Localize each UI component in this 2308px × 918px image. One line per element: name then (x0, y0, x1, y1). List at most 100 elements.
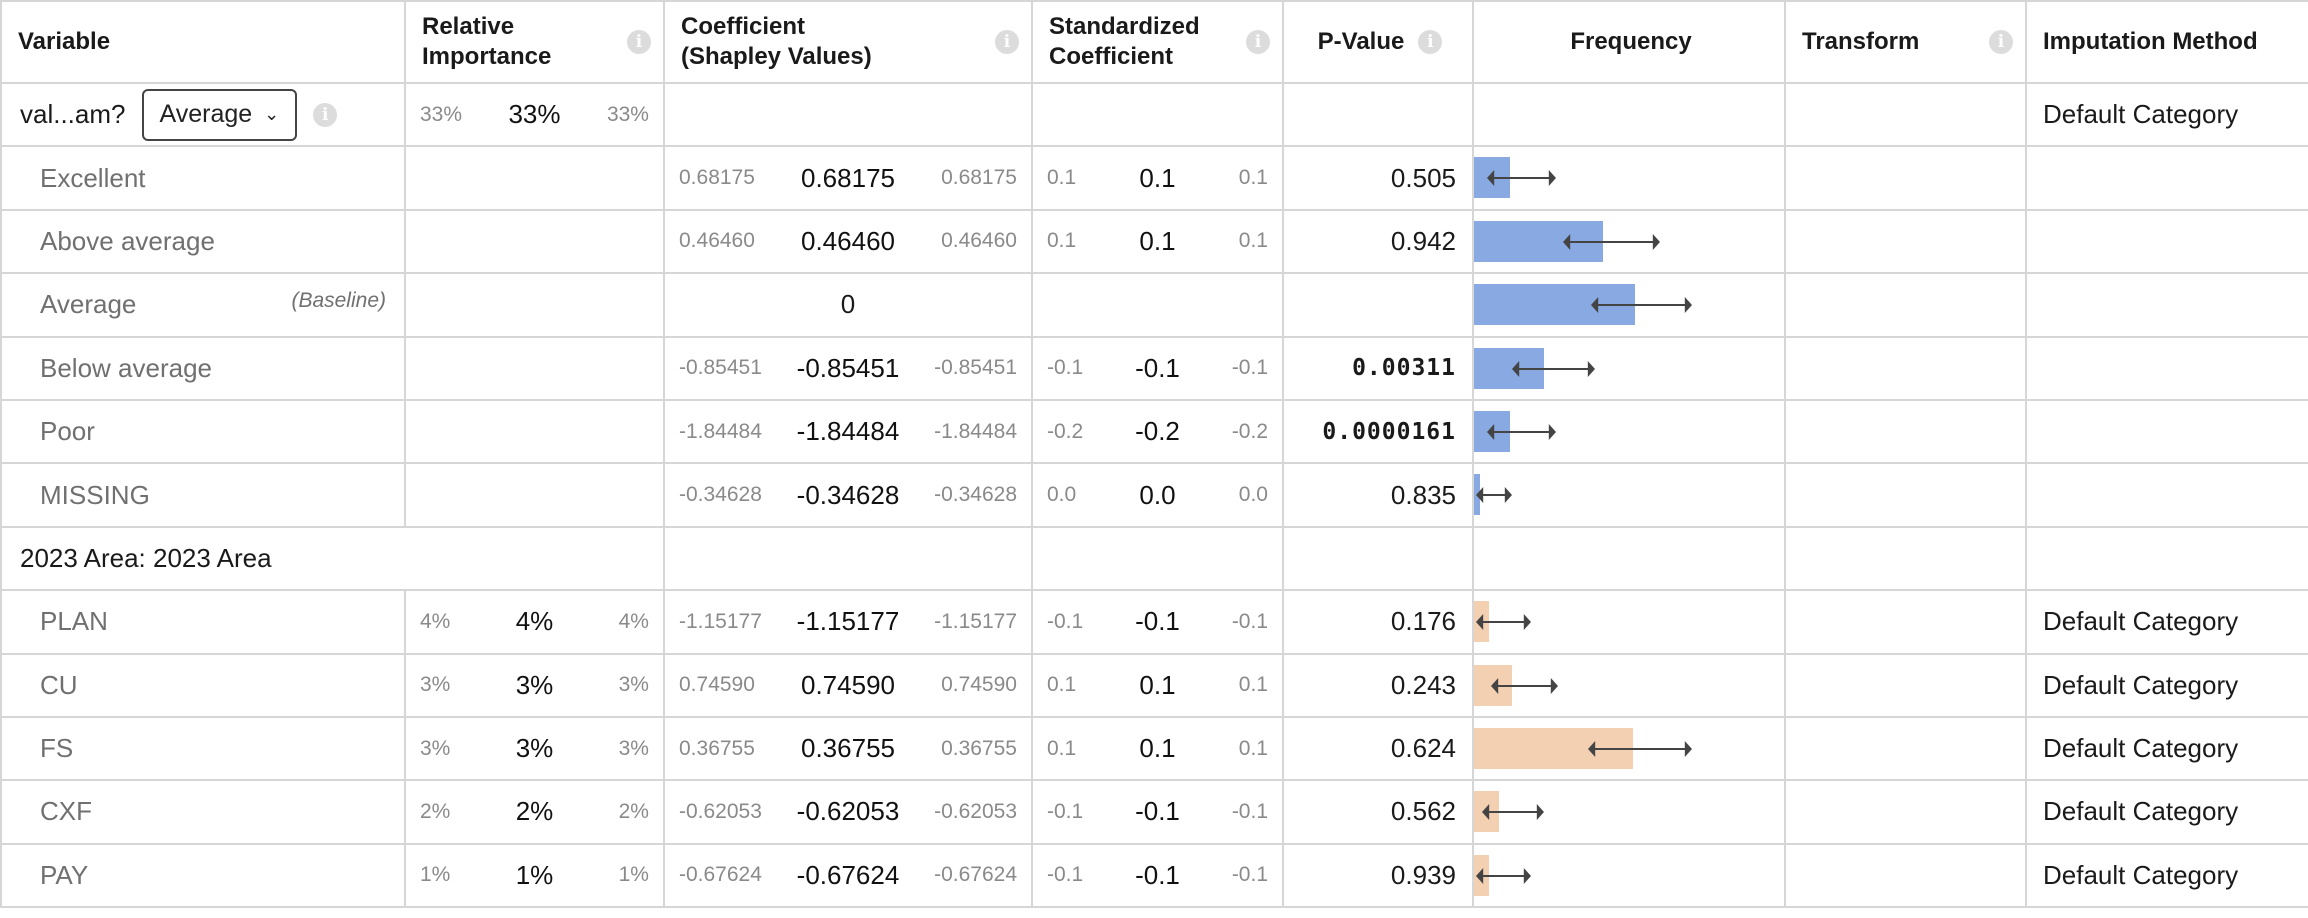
header-imputation[interactable]: Imputation Method (2025, 0, 2308, 84)
empty-cell (1784, 652, 2027, 718)
coefficient-low: 0.36755 (679, 736, 755, 760)
standardized-cell: -0.1 -0.1 -0.1 (1031, 589, 1284, 655)
imputation-method[interactable]: Default Category (2025, 779, 2308, 845)
importance-low: 3% (420, 673, 451, 697)
table-row[interactable]: Excellent 0.68175 0.68175 0.68175 0.1 0.1 0.1 0… (0, 145, 2308, 211)
header-importance[interactable]: Relative Importance i (404, 0, 665, 84)
header-standardized[interactable]: Standardized Coefficient i (1031, 0, 1284, 84)
empty-cell (2025, 145, 2308, 211)
coefficient-low: 0.74590 (679, 673, 755, 697)
standardized-value: 0.1 (1139, 669, 1176, 700)
coefficient-high: 0.68175 (941, 166, 1017, 190)
header-coefficient[interactable]: Coefficient (Shapley Values) i (663, 0, 1033, 84)
p-value: 0.243 (1282, 652, 1474, 718)
header-standardized-label: Standardized Coefficient (1049, 13, 1200, 70)
imputation-method[interactable]: Default Category (2025, 842, 2308, 909)
coefficient-value: -0.62053 (796, 796, 900, 827)
standardized-high: -0.1 (1231, 863, 1268, 887)
baseline-dropdown[interactable]: Average ⌄ (141, 88, 298, 141)
group1-header-row: val...am? Average ⌄ i 33% 33% 33% Defaul… (0, 81, 2308, 148)
empty-cell (1784, 842, 2027, 909)
level-label: CXF (0, 779, 406, 845)
confidence-interval (1482, 804, 1544, 821)
frequency-cell (1472, 779, 1786, 845)
coefficient-high: -0.34628 (934, 483, 1017, 507)
coefficient-cell: 0.36755 0.36755 0.36755 (663, 715, 1033, 782)
empty-cell (1282, 272, 1474, 338)
frequency-cell (1472, 652, 1786, 718)
standardized-low: -0.1 (1047, 799, 1084, 823)
empty-cell (1784, 398, 2027, 465)
standardized-high: 0.0 (1238, 483, 1268, 507)
standardized-high: -0.1 (1231, 799, 1268, 823)
table-row[interactable]: CU 3% 3% 3% 0.74590 0.74590 0.74590 0.1 0.1 0.1 0.… (0, 652, 2308, 718)
table-row[interactable]: Poor -1.84484 -1.84484 -1.84484 -0.2 -0.2 -0.2… (0, 398, 2308, 465)
importance-value: 3% (515, 733, 554, 764)
imputation-method[interactable]: Default Category (2025, 589, 2308, 655)
table-row[interactable]: PLAN 4% 4% 4% -1.15177 -1.15177 -1.15177 -0.1 -0… (0, 589, 2308, 655)
empty-cell (1031, 525, 1284, 592)
baseline-label: (Baseline) (291, 289, 386, 313)
coefficient-value: 0 (663, 272, 1033, 338)
header-frequency[interactable]: Frequency (1472, 0, 1786, 84)
coefficient-cell: 0.68175 0.68175 0.68175 (663, 145, 1033, 211)
p-value: 0.562 (1282, 779, 1474, 845)
info-icon[interactable]: i (313, 102, 338, 127)
empty-cell (404, 145, 665, 211)
empty-cell (1472, 525, 1786, 592)
empty-cell (2025, 398, 2308, 465)
importance-value: 1% (515, 859, 554, 890)
table-row[interactable]: Average (Baseline) 0 (0, 272, 2308, 338)
info-icon[interactable]: i (995, 30, 1019, 54)
coefficient-high: -1.84484 (934, 419, 1017, 443)
coefficient-value: -1.15177 (796, 606, 900, 637)
group2-header-row: 2023 Area: 2023 Area (0, 525, 2308, 592)
header-importance-label: Relative Importance (422, 13, 552, 70)
standardized-cell: -0.1 -0.1 -0.1 (1031, 779, 1284, 845)
coefficient-cell: 0.46460 0.46460 0.46460 (663, 208, 1033, 275)
p-value: 0.0000161 (1282, 398, 1474, 465)
coefficient-low: -0.34628 (679, 483, 762, 507)
header-variable[interactable]: Variable (0, 0, 406, 84)
header-pvalue[interactable]: P-Value i (1282, 0, 1474, 84)
imputation-method[interactable]: Default Category (2025, 652, 2308, 718)
coefficient-value: -0.85451 (796, 352, 900, 383)
group1-imputation[interactable]: Default Category (2025, 81, 2308, 148)
coefficient-value: 0.74590 (801, 669, 895, 700)
imputation-method[interactable]: Default Category (2025, 715, 2308, 782)
table-row[interactable]: FS 3% 3% 3% 0.36755 0.36755 0.36755 0.1 0.1 0.1 0.… (0, 715, 2308, 782)
importance-high: 1% (618, 863, 649, 887)
confidence-interval (1563, 233, 1660, 250)
table-row[interactable]: MISSING -0.34628 -0.34628 -0.34628 0.0 0.0 0.0… (0, 462, 2308, 528)
info-icon[interactable]: i (1989, 30, 2013, 54)
table-row[interactable]: Above average 0.46460 0.46460 0.46460 0.1 0.1… (0, 208, 2308, 275)
info-icon[interactable]: i (627, 30, 651, 54)
table-row[interactable]: Below average -0.85451 -0.85451 -0.85451 -0.… (0, 335, 2308, 401)
confidence-interval (1476, 867, 1531, 884)
level-label: Below average (0, 335, 406, 401)
table-row[interactable]: PAY 1% 1% 1% -0.67624 -0.67624 -0.67624 -0.1 -0.… (0, 842, 2308, 909)
table-row[interactable]: CXF 2% 2% 2% -0.62053 -0.62053 -0.62053 -0.1 -0.… (0, 779, 2308, 845)
importance-high: 33% (606, 102, 649, 126)
standardized-low: -0.1 (1047, 863, 1084, 887)
confidence-interval (1591, 297, 1692, 314)
empty-cell (1784, 462, 2027, 528)
confidence-interval (1476, 614, 1531, 631)
coefficient-low: -1.84484 (679, 419, 762, 443)
standardized-low: -0.1 (1047, 609, 1084, 633)
coefficient-high: 0.46460 (941, 229, 1017, 253)
importance-high: 4% (618, 609, 649, 633)
standardized-value: -0.1 (1135, 606, 1180, 637)
importance-high: 3% (618, 736, 649, 760)
importance-value: 3% (515, 669, 554, 700)
standardized-high: -0.1 (1231, 609, 1268, 633)
header-transform[interactable]: Transform i (1784, 0, 2027, 84)
group1-importance-cell: 33% 33% 33% (404, 81, 665, 148)
importance-value: 4% (515, 606, 554, 637)
info-icon[interactable]: i (1246, 30, 1270, 54)
coefficient-low: -0.67624 (679, 863, 762, 887)
level-label: FS (0, 715, 406, 782)
empty-cell (404, 335, 665, 401)
info-icon[interactable]: i (1418, 30, 1443, 54)
